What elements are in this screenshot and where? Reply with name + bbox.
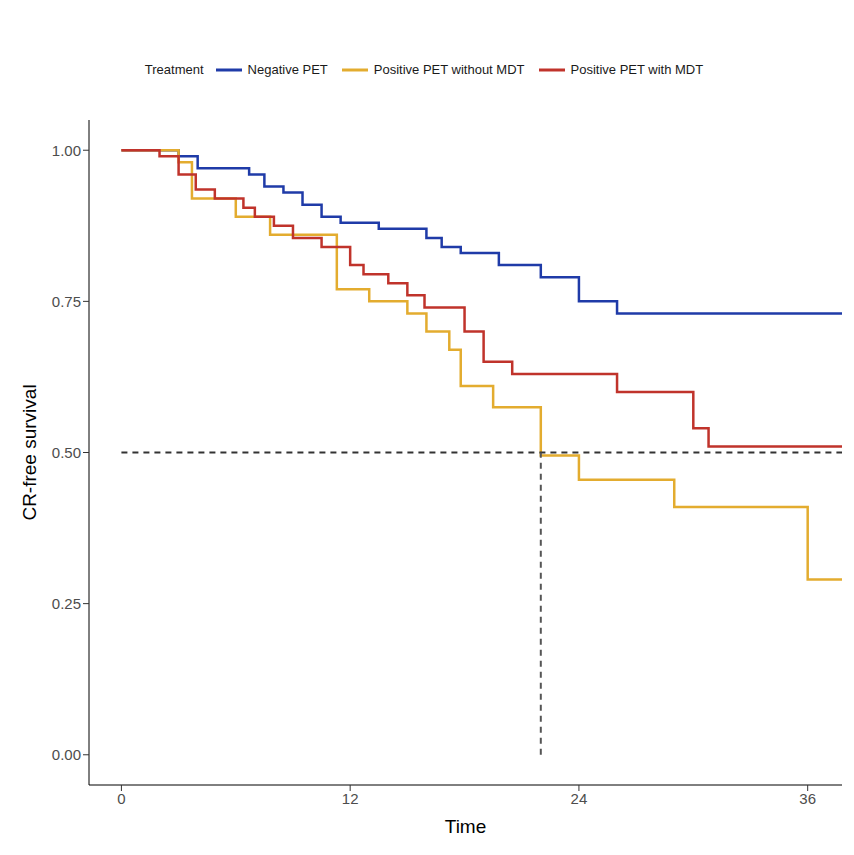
svg-text:Time: Time: [445, 816, 487, 837]
svg-text:0.50: 0.50: [52, 444, 81, 461]
html-text:Negative PET: Negative PET: [247, 62, 328, 77]
svg-text:0.00: 0.00: [52, 746, 81, 763]
svg-text:24: 24: [571, 790, 588, 807]
html-text:Positive PET with MDT: Positive PET with MDT: [570, 62, 704, 77]
svg-text:0: 0: [117, 790, 125, 807]
svg-text:36: 36: [799, 790, 816, 807]
svg-text:12: 12: [342, 790, 359, 807]
svg-text:CR-free survival: CR-free survival: [19, 384, 40, 520]
html-text:Positive PET without MDT: Positive PET without MDT: [373, 62, 525, 77]
svg-text:0.75: 0.75: [52, 293, 81, 310]
svg-text:1.00: 1.00: [52, 142, 81, 159]
html-text:Treatment: Treatment: [144, 62, 204, 77]
svg-text:0.25: 0.25: [52, 595, 81, 612]
